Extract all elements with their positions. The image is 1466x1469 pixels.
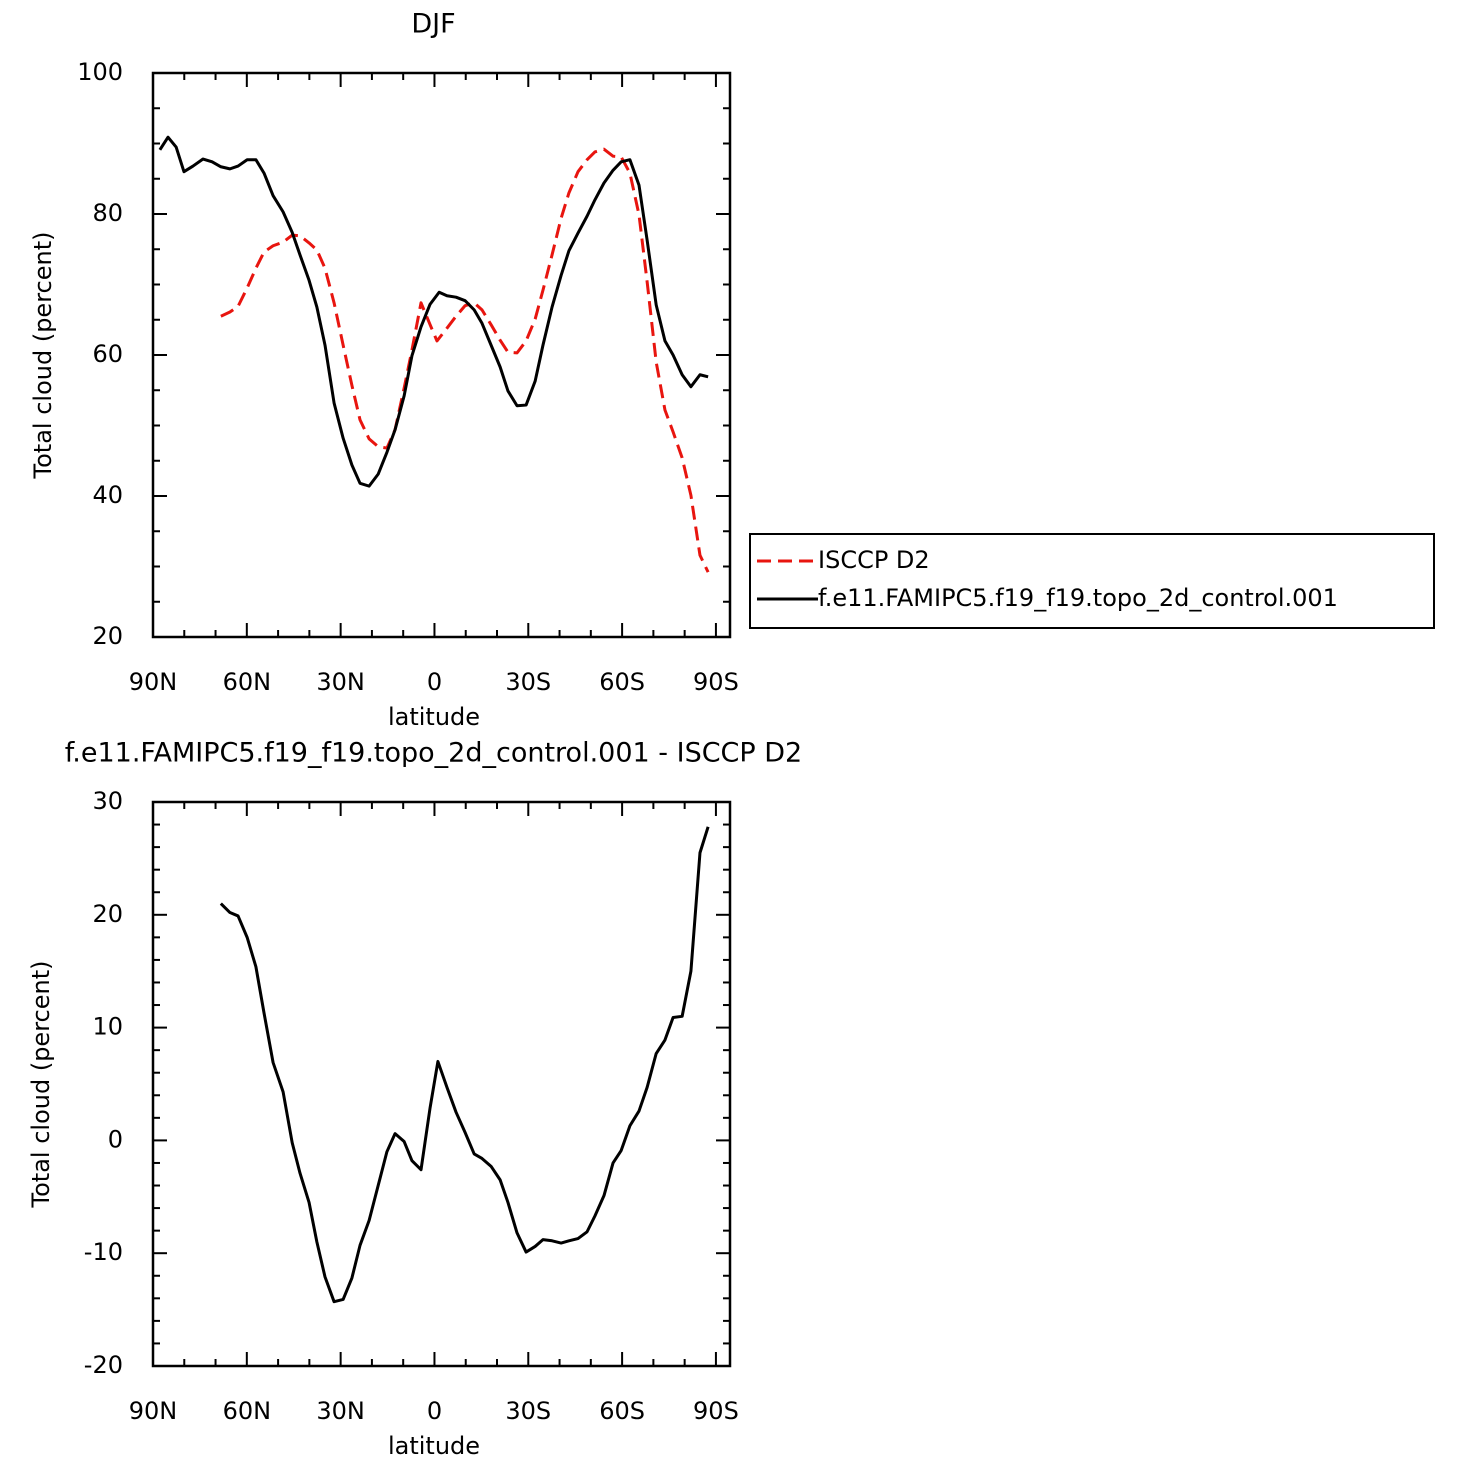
chart: DJF latitude Total cloud (percent) 90N 60N 30… bbox=[29, 9, 1435, 731]
plot-frame bbox=[151, 800, 732, 1368]
y-axis-label: Total cloud (percent) bbox=[29, 232, 57, 480]
x-tick-label: 0 bbox=[427, 1397, 442, 1425]
data-line bbox=[219, 826, 710, 1304]
x-tick-label: 30N bbox=[316, 668, 365, 696]
y-axis-label: Total cloud (percent) bbox=[27, 961, 55, 1209]
y-tick-label: 10 bbox=[92, 1013, 123, 1041]
x-tick-label: 60S bbox=[599, 1397, 645, 1425]
data-line bbox=[158, 135, 709, 488]
x-tick-label: 30S bbox=[505, 1397, 551, 1425]
x-tick-label: 30N bbox=[316, 1397, 365, 1425]
y-tick-label: 20 bbox=[92, 900, 123, 928]
y-tick-label: -10 bbox=[84, 1238, 123, 1266]
y-tick-label: 20 bbox=[92, 622, 123, 650]
x-axis-label: latitude bbox=[388, 703, 480, 731]
y-tick-label: 0 bbox=[108, 1125, 123, 1153]
legend-box bbox=[749, 533, 1435, 629]
x-tick-label: 60S bbox=[599, 668, 645, 696]
y-tick-label: 80 bbox=[92, 199, 123, 227]
x-tick-label: 90S bbox=[693, 1397, 739, 1425]
y-tick-label: 60 bbox=[92, 340, 123, 368]
plot-frame bbox=[151, 71, 732, 639]
y-tick-label: 40 bbox=[92, 481, 123, 509]
y-tick-label: 30 bbox=[92, 787, 123, 815]
x-tick-label: 30S bbox=[505, 668, 551, 696]
x-tick-label: 90S bbox=[693, 668, 739, 696]
chart: f.e11.FAMIPC5.f19_f19.topo_2d_control.00… bbox=[27, 738, 802, 1461]
data-line bbox=[220, 147, 710, 573]
x-tick-label: 90N bbox=[129, 1397, 178, 1425]
legend-label: f.e11.FAMIPC5.f19_f19.topo_2d_control.00… bbox=[818, 584, 1338, 612]
legend-label: ISCCP D2 bbox=[818, 546, 930, 574]
y-tick-label: 100 bbox=[77, 58, 123, 86]
chart-title: DJF bbox=[411, 9, 455, 40]
chart-title: f.e11.FAMIPC5.f19_f19.topo_2d_control.00… bbox=[65, 738, 803, 769]
x-tick-label: 60N bbox=[223, 668, 272, 696]
x-tick-label: 60N bbox=[223, 1397, 272, 1425]
x-tick-label: 90N bbox=[129, 668, 178, 696]
x-axis-label: latitude bbox=[388, 1432, 480, 1460]
x-tick-label: 0 bbox=[427, 668, 442, 696]
y-tick-label: -20 bbox=[84, 1351, 123, 1379]
